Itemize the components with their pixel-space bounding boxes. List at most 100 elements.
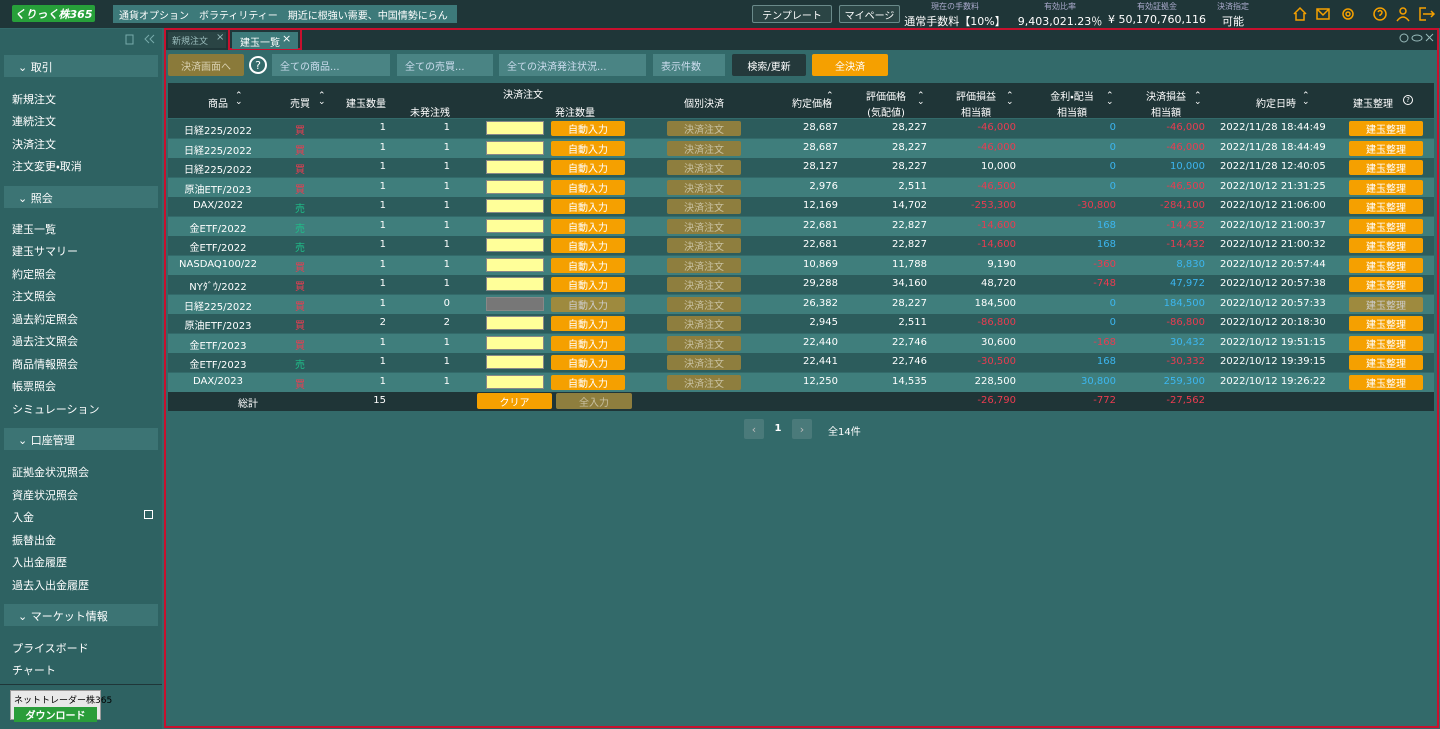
header-button[interactable]: テンプレート: [752, 5, 832, 23]
quantity-input[interactable]: [486, 121, 544, 135]
news-ticker[interactable]: 通貨オプション ボラティリティー 期近に根強い需要、中国情勢にらん: [113, 5, 457, 23]
sidebar-item[interactable]: 帳票照会: [12, 380, 56, 393]
sidebar-item[interactable]: プライスボード: [12, 642, 89, 655]
manage-button[interactable]: 建玉整理: [1349, 374, 1423, 390]
auto-input-button[interactable]: 自動入力: [551, 355, 625, 370]
manage-button[interactable]: 建玉整理: [1349, 218, 1423, 234]
tab[interactable]: 新規注文: [168, 32, 226, 48]
sidebar-item[interactable]: 建玉一覧: [12, 223, 56, 236]
trash-icon[interactable]: [125, 34, 134, 45]
filter-select[interactable]: 全ての商品...: [272, 54, 390, 76]
quantity-input[interactable]: [486, 257, 544, 272]
quantity-input[interactable]: [486, 277, 544, 291]
quantity-input[interactable]: [486, 199, 544, 213]
column-header[interactable]: 売買: [290, 99, 310, 110]
sidebar-item[interactable]: 新規注文: [12, 93, 56, 106]
auto-input-button[interactable]: 自動入力: [551, 179, 625, 195]
panel-help[interactable]: [1399, 33, 1409, 43]
sort-icon[interactable]: ⌃ ⌄: [1106, 91, 1114, 107]
quantity-input[interactable]: [486, 335, 544, 350]
logout-icon[interactable]: [1419, 7, 1436, 21]
help-icon[interactable]: [1373, 7, 1387, 21]
external-link-icon[interactable]: [144, 510, 153, 519]
auto-input-button[interactable]: 自動入力: [551, 121, 625, 136]
sidebar-item[interactable]: 振替出金: [12, 534, 56, 547]
tab-close[interactable]: ×: [282, 32, 292, 45]
sidebar-item[interactable]: チャート: [12, 664, 56, 677]
sidebar-item[interactable]: 商品情報照会: [12, 358, 78, 371]
sidebar-item[interactable]: 約定照会: [12, 268, 56, 281]
panel-view[interactable]: [1411, 34, 1423, 42]
clear-button[interactable]: クリア: [477, 393, 552, 409]
manage-button[interactable]: 建玉整理: [1349, 199, 1423, 214]
settings-icon[interactable]: [1342, 8, 1354, 20]
download-box[interactable]: ネットトレーダー株365 ダウンロード: [10, 690, 112, 722]
sidebar-item[interactable]: 過去約定照会: [12, 313, 78, 326]
tab-close[interactable]: ×: [216, 32, 225, 43]
filter-select[interactable]: 全ての売買...: [397, 54, 493, 76]
quantity-input[interactable]: [486, 374, 544, 389]
logo[interactable]: くりっく株365: [12, 5, 95, 22]
quantity-input[interactable]: [486, 316, 544, 330]
sidebar-item[interactable]: 建玉サマリー: [12, 245, 78, 258]
help-icon[interactable]: ?: [249, 56, 267, 74]
sort-icon[interactable]: ⌃ ⌄: [1006, 91, 1014, 107]
quantity-input[interactable]: [486, 218, 544, 233]
quantity-input[interactable]: [486, 140, 544, 155]
sidebar-item[interactable]: 過去入出金履歴: [12, 579, 89, 592]
manage-button[interactable]: 建玉整理: [1349, 316, 1423, 331]
column-header[interactable]: 約定価格: [792, 99, 832, 110]
sidebar-item[interactable]: 入金: [12, 511, 34, 524]
user-icon[interactable]: [1399, 7, 1407, 15]
settle-screen-button[interactable]: 決済画面へ: [168, 54, 244, 76]
sidebar-item[interactable]: 連続注文: [12, 115, 56, 128]
sort-icon[interactable]: ⌃ ⌄: [318, 91, 326, 107]
download-button[interactable]: ダウンロード: [14, 707, 97, 722]
column-header[interactable]: 約定日時: [1256, 99, 1296, 110]
column-header[interactable]: 金利・配当: [1050, 92, 1094, 103]
header-button[interactable]: マイページ: [839, 5, 900, 23]
quantity-input[interactable]: [486, 238, 544, 252]
sidebar-item[interactable]: シミュレーション: [12, 403, 100, 416]
filter-select[interactable]: 表示件数: [653, 54, 725, 76]
manage-button[interactable]: 建玉整理: [1349, 140, 1423, 156]
auto-input-button[interactable]: 自動入力: [551, 374, 625, 390]
sort-icon[interactable]: ⌃ ⌄: [1194, 91, 1202, 107]
quantity-input[interactable]: [486, 160, 544, 174]
sort-icon[interactable]: ⌃ ⌄: [917, 91, 925, 107]
manage-button[interactable]: 建玉整理: [1349, 355, 1423, 370]
search-button[interactable]: 検索/更新: [732, 54, 806, 76]
sidebar-section[interactable]: ⌄ 取引: [4, 55, 158, 77]
column-header[interactable]: 評価価格: [866, 92, 906, 103]
page-number[interactable]: 1: [774, 423, 782, 434]
auto-input-button[interactable]: 自動入力: [551, 277, 625, 292]
manage-button[interactable]: 建玉整理: [1349, 257, 1423, 273]
auto-input-button[interactable]: 自動入力: [551, 238, 625, 253]
sidebar-item[interactable]: 決済注文: [12, 138, 56, 151]
sidebar-item[interactable]: 注文照会: [12, 290, 56, 303]
quantity-input[interactable]: [486, 355, 544, 369]
collapse-icon[interactable]: [144, 34, 155, 44]
column-header[interactable]: 商品: [208, 99, 228, 110]
column-header[interactable]: 決済損益: [1146, 92, 1186, 103]
quantity-input[interactable]: [486, 179, 544, 194]
sort-icon[interactable]: ⌃ ⌄: [235, 91, 243, 107]
manage-button[interactable]: 建玉整理: [1349, 179, 1423, 195]
manage-button[interactable]: 建玉整理: [1349, 277, 1423, 292]
filter-select[interactable]: 全ての決済発注状況...: [499, 54, 646, 76]
sort-icon[interactable]: ⌃ ⌄: [1302, 91, 1310, 107]
auto-input-button[interactable]: 自動入力: [551, 316, 625, 331]
auto-input-button[interactable]: 自動入力: [551, 218, 625, 234]
tab-active[interactable]: 建玉一覧: [232, 32, 298, 49]
auto-input-button[interactable]: 自動入力: [551, 335, 625, 351]
sidebar-item[interactable]: 過去注文照会: [12, 335, 78, 348]
panel-close[interactable]: [1425, 33, 1434, 42]
sidebar-section[interactable]: ⌄ 照会: [4, 186, 158, 208]
manage-button[interactable]: 建玉整理: [1349, 160, 1423, 175]
manage-button[interactable]: 建玉整理: [1349, 121, 1423, 136]
auto-input-button[interactable]: 自動入力: [551, 140, 625, 156]
sidebar-section[interactable]: ⌄ マーケット情報: [4, 604, 158, 626]
mail-icon[interactable]: [1316, 8, 1330, 20]
sidebar-item[interactable]: 入出金履歴: [12, 556, 67, 569]
home-icon[interactable]: [1293, 6, 1307, 21]
